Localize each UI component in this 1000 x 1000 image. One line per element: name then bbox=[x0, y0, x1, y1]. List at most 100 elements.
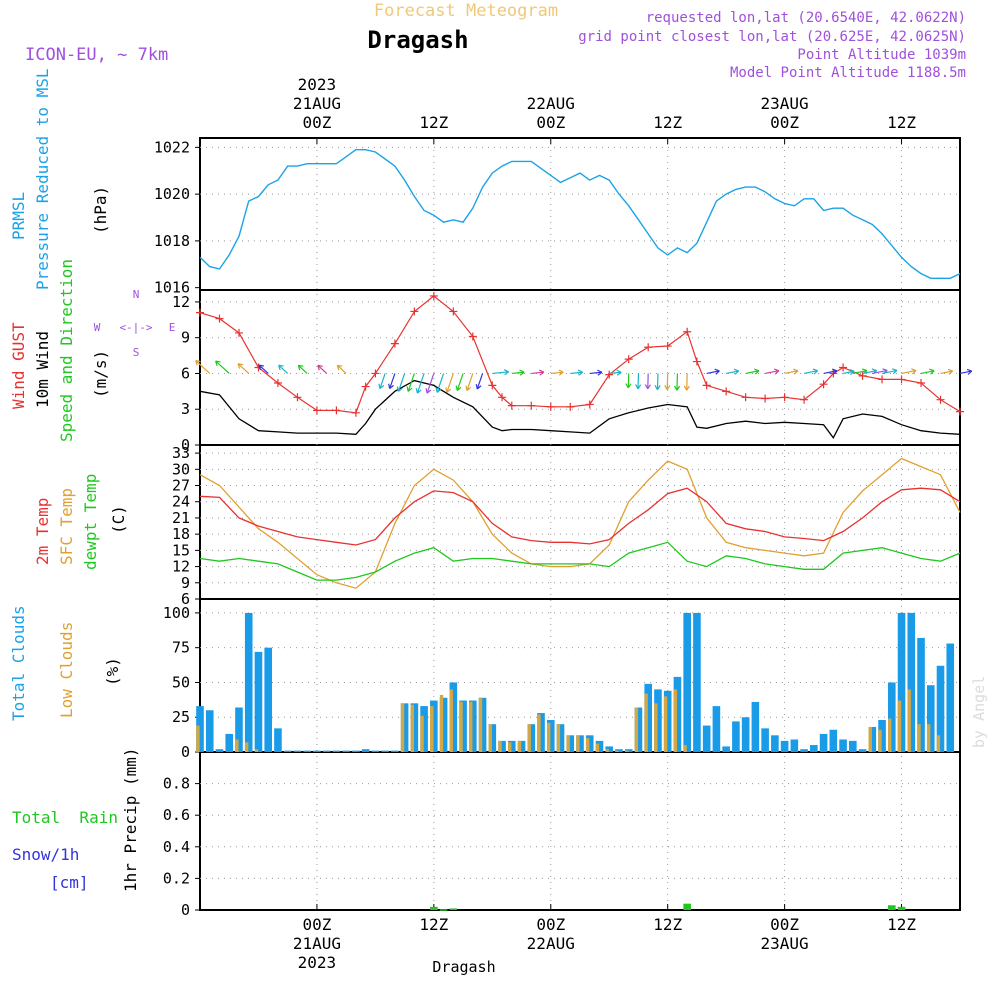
low-cloud-bar bbox=[576, 735, 580, 752]
low-cloud-bar bbox=[254, 749, 259, 752]
wind-arrow-head bbox=[733, 368, 740, 375]
low-cloud-bar bbox=[878, 729, 882, 752]
wind-arrow-head bbox=[539, 369, 545, 376]
gust-marker bbox=[371, 369, 380, 378]
low-clouds-label: Low Clouds bbox=[57, 622, 76, 718]
wind-direction-arrow bbox=[940, 370, 953, 375]
model-label: ICON-EU, ~ 7km bbox=[25, 45, 168, 65]
time-axis-label: 00Z bbox=[536, 915, 565, 934]
wind-arrow-head bbox=[519, 369, 525, 376]
total-cloud-bar bbox=[439, 697, 448, 752]
total-cloud-bar bbox=[615, 749, 623, 752]
wind-direction-arrow bbox=[872, 369, 888, 375]
time-axis-label: 12Z bbox=[653, 915, 682, 934]
time-axis-label: 2023 bbox=[298, 953, 337, 972]
wind-arrow-head bbox=[644, 384, 651, 390]
gust-marker bbox=[293, 393, 302, 402]
rain-bar bbox=[430, 906, 438, 910]
temp-y-tick-label: 33 bbox=[172, 444, 190, 462]
rain-bar bbox=[683, 903, 691, 910]
total-cloud-bar bbox=[498, 740, 506, 752]
temp-y-tick-label: 24 bbox=[172, 493, 190, 511]
sfc-temp-label: SFC Temp bbox=[57, 488, 76, 565]
low-cloud-bar bbox=[654, 703, 658, 752]
wind-direction-arrow bbox=[609, 371, 622, 375]
time-axis-label: 00Z bbox=[536, 113, 565, 132]
wind-direction-arrow bbox=[550, 371, 564, 375]
point-altitude: Point Altitude 1039m bbox=[797, 47, 966, 63]
total-cloud-bar bbox=[634, 707, 643, 752]
total-cloud-bar bbox=[449, 682, 458, 752]
gust-marker bbox=[351, 408, 360, 417]
low-cloud-bar bbox=[673, 689, 678, 752]
total-cloud-bar bbox=[400, 703, 409, 752]
time-axis-label: 22AUG bbox=[527, 94, 575, 113]
low-cloud-bar bbox=[537, 714, 541, 752]
wind-direction-arrow bbox=[745, 370, 760, 375]
gust-marker bbox=[624, 355, 633, 364]
total-cloud-bar bbox=[712, 706, 721, 752]
gust-marker bbox=[361, 382, 370, 391]
gust-marker bbox=[410, 307, 419, 316]
total-cloud-bar bbox=[342, 750, 350, 752]
total-cloud-bar bbox=[556, 724, 565, 752]
panel-frames bbox=[199, 137, 961, 911]
gust-marker bbox=[644, 343, 653, 352]
total-cloud-bar bbox=[566, 735, 575, 752]
low-cloud-bar bbox=[907, 689, 911, 752]
total-clouds-label: Total Clouds bbox=[9, 605, 28, 721]
gust-marker bbox=[585, 400, 594, 409]
cloud-unit: (%) bbox=[103, 657, 122, 686]
temp-y-tick-label: 15 bbox=[172, 541, 190, 559]
gust-marker bbox=[819, 380, 828, 389]
gust-marker bbox=[196, 308, 204, 317]
wind-arrow-head bbox=[714, 368, 720, 375]
total-cloud-bar bbox=[595, 740, 604, 752]
wind-direction-arrow bbox=[278, 364, 289, 374]
gust-marker bbox=[468, 332, 477, 341]
rain-bar bbox=[449, 908, 458, 910]
total-cloud-bar bbox=[507, 740, 516, 752]
total-cloud-bar bbox=[430, 700, 438, 752]
low-cloud-bar bbox=[926, 724, 931, 752]
total-cloud-bar bbox=[946, 643, 955, 752]
total-cloud-bar bbox=[683, 612, 691, 752]
total-cloud-bar bbox=[926, 685, 935, 752]
rain-label: Total Rain bbox=[12, 808, 118, 827]
wind-y-tick-label: 3 bbox=[181, 400, 190, 418]
low-cloud-bar bbox=[410, 704, 414, 752]
wind-direction-arrow bbox=[881, 369, 898, 375]
time-axis-label: 12Z bbox=[419, 113, 448, 132]
low-cloud-bar bbox=[527, 724, 531, 752]
temp-y-tick-label: 9 bbox=[181, 574, 190, 592]
clouds-y-tick-label: 75 bbox=[172, 639, 190, 657]
wind-arrow-head bbox=[445, 387, 452, 393]
time-axis-label: 00Z bbox=[770, 113, 799, 132]
snow-unit: [cm] bbox=[50, 873, 89, 892]
gust-marker bbox=[449, 307, 458, 316]
temp-y-tick-label: 6 bbox=[181, 590, 190, 608]
wind-arrow-head bbox=[773, 368, 780, 375]
total-cloud-bar bbox=[849, 740, 857, 752]
wind-direction-arrow bbox=[317, 364, 328, 374]
temp-unit: (C) bbox=[109, 505, 128, 534]
gust-marker bbox=[761, 394, 770, 403]
chart-title: Forecast Meteogram bbox=[374, 1, 558, 21]
wind-arrow-head bbox=[465, 385, 472, 391]
wind-arrow-head bbox=[892, 368, 898, 375]
total-cloud-bar bbox=[761, 728, 769, 752]
total-cloud-bar bbox=[576, 735, 584, 752]
total-cloud-bar bbox=[897, 612, 906, 752]
compass-north: N bbox=[133, 288, 140, 301]
total-cloud-bar bbox=[829, 729, 838, 752]
station-name: Dragash bbox=[367, 26, 468, 54]
gust-marker bbox=[839, 363, 848, 372]
pressure-series bbox=[199, 148, 961, 279]
total-cloud-bar bbox=[196, 706, 204, 752]
precip-axis-label: 1hr Precip (mm) bbox=[121, 748, 140, 893]
low-cloud-bar bbox=[469, 701, 473, 752]
rain-bar bbox=[439, 909, 448, 911]
wind-direction-arrow bbox=[852, 370, 868, 375]
